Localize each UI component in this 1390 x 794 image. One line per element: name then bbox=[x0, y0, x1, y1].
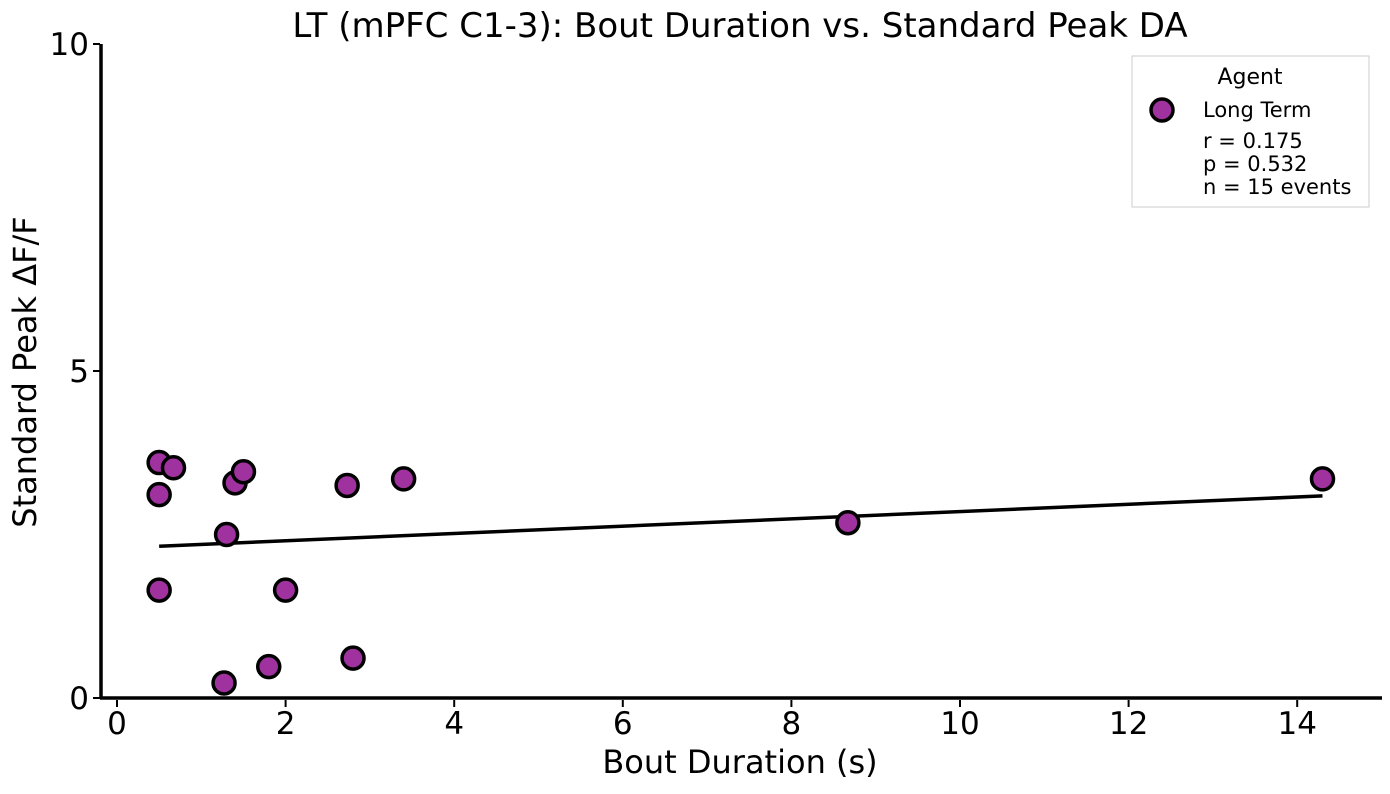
x-tick-label: 10 bbox=[940, 706, 979, 742]
x-tick-label: 2 bbox=[276, 706, 296, 742]
regression-line bbox=[159, 494, 1323, 549]
data-point bbox=[334, 472, 360, 499]
data-point bbox=[213, 521, 240, 548]
data-point bbox=[211, 670, 237, 696]
chart-title: LT (mPFC C1-3): Bout Duration vs. Standa… bbox=[292, 6, 1187, 46]
x-tick-label: 4 bbox=[444, 706, 464, 742]
x-axis-ticks: 0 2 4 6 8 10 12 14 bbox=[107, 700, 1317, 742]
legend-entry-long-term: Long Term bbox=[1203, 98, 1311, 122]
data-point bbox=[255, 653, 282, 680]
legend-stat-p: p = 0.532 bbox=[1203, 152, 1307, 176]
data-point bbox=[230, 458, 257, 485]
x-tick-label: 14 bbox=[1277, 706, 1316, 742]
data-point bbox=[340, 645, 366, 671]
y-tick-label: 10 bbox=[50, 27, 89, 63]
y-axis-label: Standard Peak ΔF/F bbox=[6, 216, 44, 527]
data-point bbox=[835, 509, 861, 536]
legend-title: Agent bbox=[1217, 65, 1282, 90]
data-point bbox=[146, 481, 172, 508]
x-tick-label: 6 bbox=[613, 706, 633, 742]
x-tick-label: 12 bbox=[1109, 706, 1148, 742]
data-point bbox=[390, 466, 417, 492]
y-axis-ticks: 0 5 10 bbox=[50, 27, 100, 717]
legend: Agent Long Term r = 0.175 p = 0.532 n = … bbox=[1131, 55, 1370, 208]
regression-line-layer bbox=[159, 494, 1323, 549]
x-tick-label: 8 bbox=[782, 706, 802, 742]
legend-frame bbox=[1131, 55, 1370, 208]
x-tick-label: 0 bbox=[107, 706, 127, 742]
legend-stat-r: r = 0.175 bbox=[1203, 129, 1303, 153]
x-axis-label: Bout Duration (s) bbox=[602, 743, 877, 781]
y-tick-label: 5 bbox=[69, 354, 89, 390]
data-point bbox=[272, 577, 299, 603]
data-point bbox=[1309, 466, 1336, 492]
legend-stat-n: n = 15 events bbox=[1203, 175, 1351, 199]
y-tick-label: 0 bbox=[69, 681, 89, 717]
data-point bbox=[160, 455, 187, 481]
data-points bbox=[146, 449, 1336, 696]
data-point bbox=[146, 577, 172, 603]
legend-marker-long-term bbox=[1149, 97, 1175, 123]
